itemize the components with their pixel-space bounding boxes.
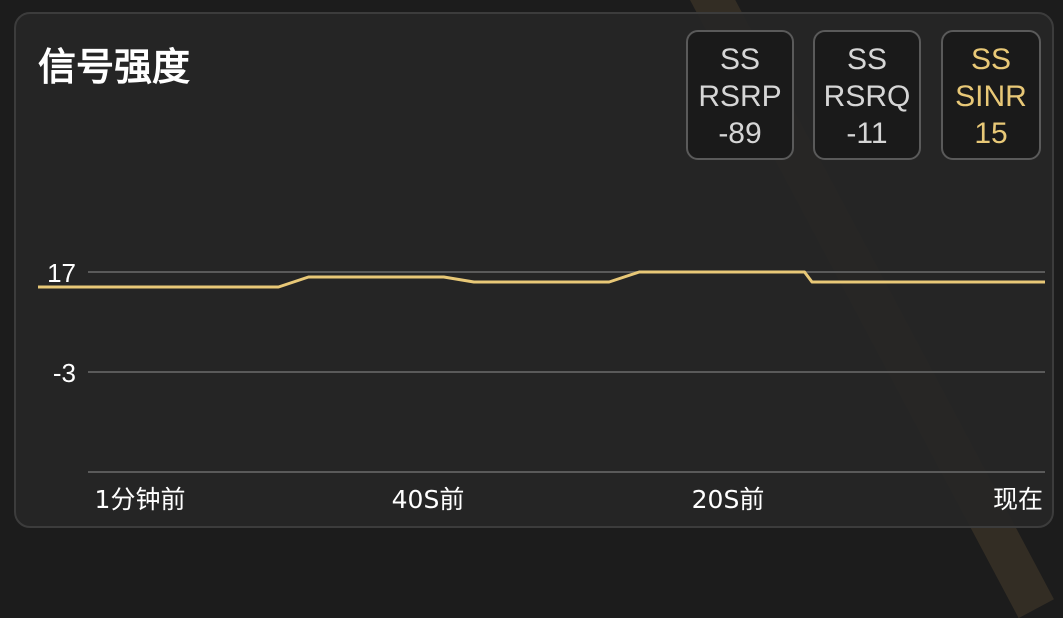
metric-label-2: RSRQ bbox=[823, 80, 911, 113]
metric-value: -11 bbox=[846, 117, 888, 150]
metric-label-2: RSRP bbox=[698, 80, 782, 113]
panel-title: 信号强度 bbox=[38, 45, 191, 89]
y-tick-label: -3 bbox=[53, 358, 76, 388]
metric-ss-rsrp-button[interactable]: SS RSRP -89 bbox=[686, 30, 794, 160]
metric-label-1: SS bbox=[846, 43, 888, 76]
metric-label-1: SS bbox=[719, 43, 761, 76]
metric-value: 15 bbox=[974, 117, 1008, 150]
sinr-series-line bbox=[38, 270, 1045, 289]
metric-ss-sinr-button[interactable]: SS SINR 15 bbox=[941, 30, 1041, 160]
x-tick-label: 现在 bbox=[993, 485, 1043, 514]
x-tick-label: 20S前 bbox=[692, 485, 765, 514]
x-tick-label: 1分钟前 bbox=[95, 485, 186, 514]
metric-label-1: SS bbox=[970, 43, 1012, 76]
x-tick-label: 40S前 bbox=[392, 485, 465, 514]
signal-chart: 17 -3 1分钟前 40S前 20S前 现在 bbox=[38, 258, 1045, 514]
metric-label-2: SINR bbox=[955, 80, 1027, 113]
y-tick-label: 17 bbox=[47, 258, 76, 288]
metric-ss-rsrq-button[interactable]: SS RSRQ -11 bbox=[813, 30, 921, 160]
metric-value: -89 bbox=[718, 117, 762, 150]
